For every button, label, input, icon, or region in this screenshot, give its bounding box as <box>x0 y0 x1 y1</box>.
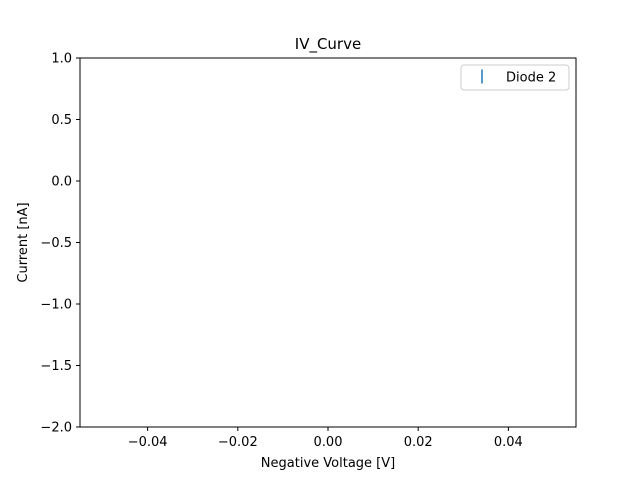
y-tick-label: −2.0 <box>40 421 72 436</box>
legend: Diode 2 <box>460 64 570 91</box>
x-tick-label: 0.02 <box>404 435 433 450</box>
y-axis-label: Current [nA] <box>16 202 31 282</box>
x-tick-label: 0.04 <box>494 435 523 450</box>
y-tick-label: −0.5 <box>40 236 72 251</box>
y-tick-label: 0.5 <box>51 113 72 128</box>
x-axis-ticks: −0.04 −0.02 0.00 0.02 0.04 <box>128 427 523 450</box>
legend-label-diode-2: Diode 2 <box>506 71 556 86</box>
y-axis-ticks: 1.0 0.5 0.0 −0.5 −1.0 −1.5 −2.0 <box>40 52 80 436</box>
y-tick-label: 1.0 <box>51 52 72 67</box>
plot-area <box>80 58 576 427</box>
y-tick-label: −1.5 <box>40 359 72 374</box>
x-tick-label: −0.02 <box>218 435 258 450</box>
plot-frame <box>79 57 577 428</box>
y-tick-label: 0.0 <box>51 175 72 190</box>
y-tick-label: −1.0 <box>40 298 72 313</box>
legend-frame <box>460 64 570 91</box>
x-tick-label: −0.04 <box>128 435 168 450</box>
x-axis-label: Negative Voltage [V] <box>261 456 395 471</box>
x-tick-label: 0.00 <box>314 435 343 450</box>
chart-title: IV_Curve <box>295 35 361 54</box>
